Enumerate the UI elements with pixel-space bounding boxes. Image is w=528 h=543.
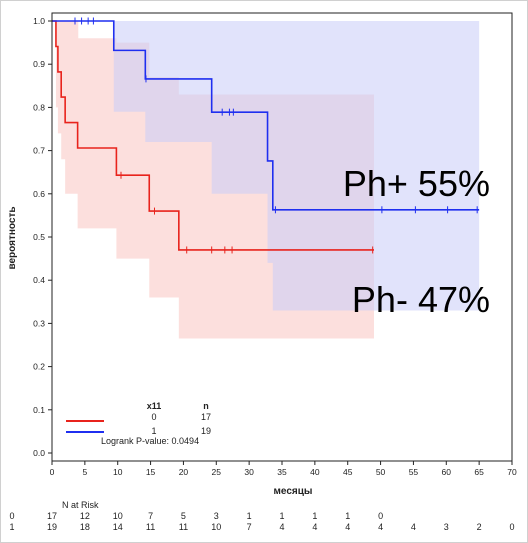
- x-tick-label: 50: [376, 467, 386, 477]
- axes: [48, 12, 513, 465]
- risk-value: 12: [80, 511, 90, 521]
- risk-value: 18: [80, 522, 90, 532]
- legend-group-header: x11: [147, 401, 162, 411]
- risk-value: 3: [444, 522, 449, 532]
- risk-value: 7: [148, 511, 153, 521]
- legend-n-1: 19: [201, 426, 211, 436]
- legend-label-0: 0: [151, 412, 156, 422]
- x-axis-title: месяцы: [274, 486, 313, 497]
- risk-value: 19: [47, 522, 57, 532]
- y-tick-labels: 0.0 0.1 0.2 0.3 0.4 0.5 0.6 0.7 0.8 0.9 1.0: [33, 16, 45, 458]
- x-tick-label: 20: [179, 467, 189, 477]
- risk-value: 11: [179, 522, 188, 532]
- risk-value: 1: [345, 511, 350, 521]
- risk-value: 1: [279, 511, 284, 521]
- risk-value: 17: [47, 511, 57, 521]
- risk-row-values-0: 17 12 10 7 5 3 1 1 1 1 0: [47, 511, 383, 521]
- risk-value: 4: [279, 522, 284, 532]
- x-tick-label: 15: [146, 467, 156, 477]
- risk-value: 10: [113, 511, 123, 521]
- x-tick-label: 40: [310, 467, 320, 477]
- risk-value: 4: [345, 522, 350, 532]
- risk-row-label-1: 1: [9, 522, 14, 532]
- x-tick-label: 35: [277, 467, 287, 477]
- x-tick-label: 25: [212, 467, 222, 477]
- y-tick-label: 0.7: [33, 146, 45, 156]
- annotation-ph-minus: Ph- 47%: [352, 279, 490, 320]
- legend-n-0: 17: [201, 412, 211, 422]
- risk-value: 11: [146, 522, 155, 532]
- y-tick-label: 0.8: [33, 102, 45, 112]
- risk-value: 5: [181, 511, 186, 521]
- legend-label-1: 1: [151, 426, 156, 436]
- x-tick-label: 45: [343, 467, 353, 477]
- risk-value: 3: [214, 511, 219, 521]
- y-tick-label: 0.2: [33, 362, 45, 372]
- y-tick-label: 0.9: [33, 59, 45, 69]
- risk-value: 0: [378, 511, 383, 521]
- risk-value: 4: [312, 522, 317, 532]
- y-axis-title: вероятность: [7, 206, 18, 269]
- risk-value: 4: [411, 522, 416, 532]
- y-tick-label: 0.0: [33, 448, 45, 458]
- x-tick-label: 30: [244, 467, 254, 477]
- risk-row-label-0: 0: [9, 511, 14, 521]
- risk-table: N at Risk 0 1 17 12 10 7 5 3 1 1 1 1 0 19 18 14 11 11 1…: [9, 500, 514, 532]
- x-tick-label: 60: [442, 467, 452, 477]
- risk-value: 14: [113, 522, 123, 532]
- x-tick-label: 70: [507, 467, 517, 477]
- annotation-ph-plus: Ph+ 55%: [343, 163, 490, 204]
- x-tick-label: 0: [50, 467, 55, 477]
- y-tick-label: 1.0: [33, 16, 45, 26]
- x-tick-label: 5: [82, 467, 87, 477]
- risk-row-values-1: 19 18 14 11 11 10 7 4 4 4 4 4 3 2 0: [47, 522, 515, 532]
- risk-value: 1: [247, 511, 252, 521]
- risk-value: 0: [509, 522, 514, 532]
- y-tick-label: 0.4: [33, 275, 45, 285]
- risk-value: 2: [477, 522, 482, 532]
- legend: x11 n 0 17 1 19 Logrank P-value: 0.0494: [66, 401, 211, 446]
- censor-marks: [74, 17, 478, 254]
- x-tick-label: 55: [409, 467, 419, 477]
- survival-curve-1: [52, 20, 480, 211]
- y-tick-label: 0.3: [33, 318, 45, 328]
- x-tick-label: 10: [113, 467, 123, 477]
- x-tick-labels: 0 5 10 15 20 25 30 35 40 45 50 55 60 65 70: [50, 467, 517, 477]
- risk-value: 4: [378, 522, 383, 532]
- legend-n-header: n: [203, 401, 209, 411]
- y-tick-label: 0.1: [33, 405, 45, 415]
- confidence-bands: [52, 21, 480, 339]
- risk-value: 1: [312, 511, 317, 521]
- ci-band-1: [52, 21, 480, 311]
- risk-value: 7: [247, 522, 252, 532]
- logrank-pvalue: Logrank P-value: 0.0494: [101, 436, 199, 446]
- y-tick-label: 0.6: [33, 189, 45, 199]
- y-tick-label: 0.5: [33, 232, 45, 242]
- x-tick-label: 65: [474, 467, 484, 477]
- risk-table-title: N at Risk: [62, 500, 99, 510]
- risk-value: 10: [211, 522, 221, 532]
